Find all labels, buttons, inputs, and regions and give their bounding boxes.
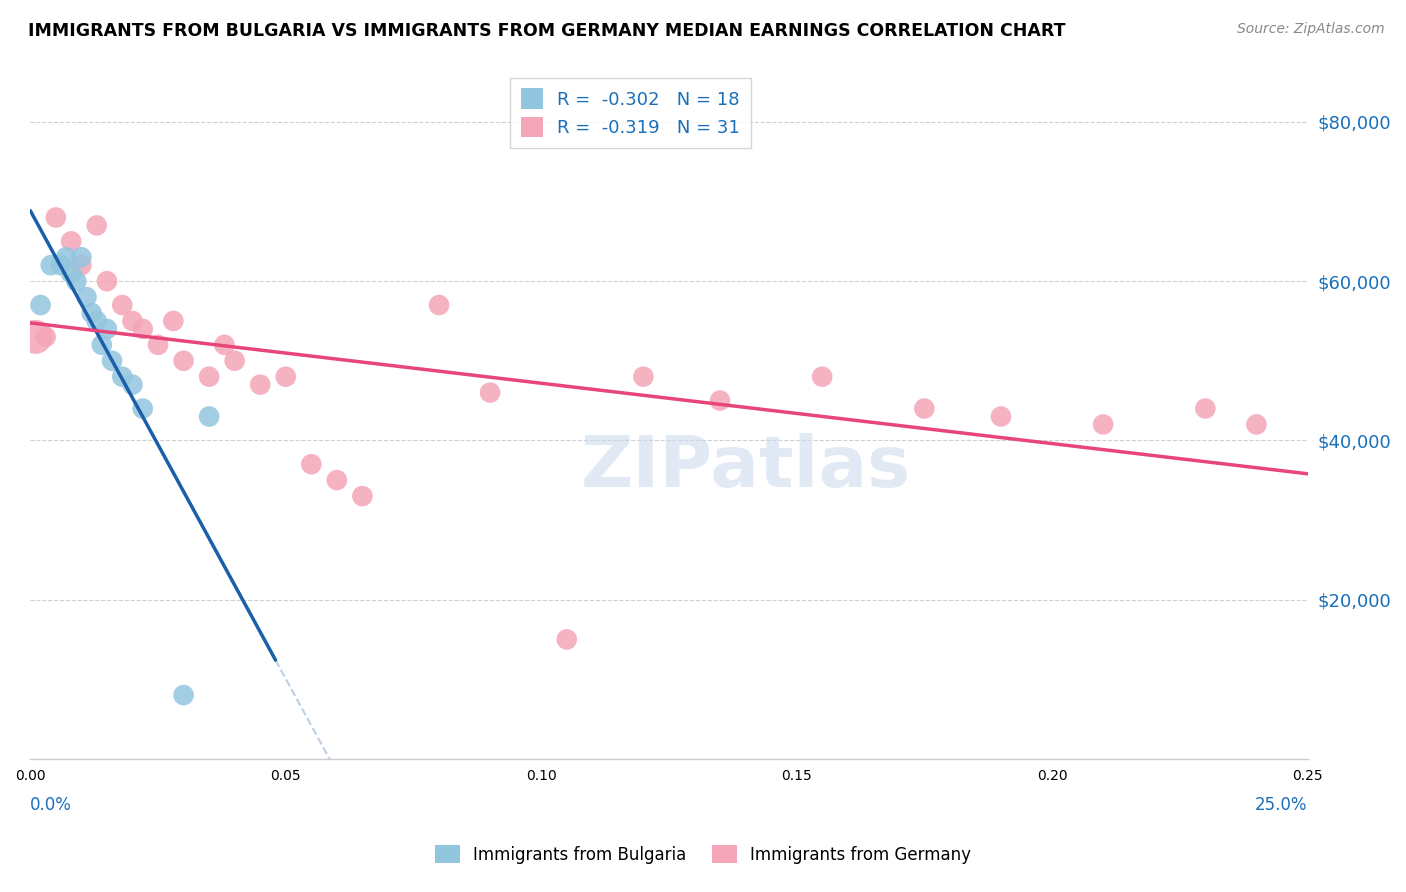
Text: IMMIGRANTS FROM BULGARIA VS IMMIGRANTS FROM GERMANY MEDIAN EARNINGS CORRELATION : IMMIGRANTS FROM BULGARIA VS IMMIGRANTS F… [28, 22, 1066, 40]
Point [198, 369, 221, 384]
Point [162, 314, 184, 328]
Point [60, 266, 83, 280]
Text: 25.0%: 25.0% [1256, 796, 1308, 814]
Point [173, 688, 195, 702]
Point [990, 409, 1012, 424]
Point [131, 401, 153, 416]
Point [427, 298, 450, 312]
Point [96, 322, 118, 336]
Point [86, 219, 108, 233]
Text: 0.0%: 0.0% [31, 796, 72, 814]
Point [121, 314, 143, 328]
Point [80, 306, 103, 320]
Point [60, 235, 83, 249]
Point [131, 322, 153, 336]
Point [111, 298, 134, 312]
Point [101, 353, 124, 368]
Point [249, 377, 271, 392]
Point [274, 369, 297, 384]
Point [70, 250, 93, 264]
Legend: R =  -0.302   N = 18, R =  -0.319   N = 31: R = -0.302 N = 18, R = -0.319 N = 31 [510, 78, 751, 148]
Point [70, 258, 93, 272]
Point [1246, 417, 1268, 432]
Point [90, 338, 112, 352]
Point [146, 338, 169, 352]
Point [34, 330, 56, 344]
Point [811, 369, 834, 384]
Legend: Immigrants from Bulgaria, Immigrants from Germany: Immigrants from Bulgaria, Immigrants fro… [429, 838, 977, 871]
Point [1194, 401, 1216, 416]
Point [24, 330, 46, 344]
Point [30, 298, 52, 312]
Point [299, 457, 322, 471]
Point [555, 632, 578, 647]
Point [65, 274, 87, 288]
Point [76, 290, 98, 304]
Point [45, 211, 67, 225]
Point [912, 401, 935, 416]
Point [214, 338, 236, 352]
Point [173, 353, 195, 368]
Point [55, 250, 77, 264]
Point [224, 353, 246, 368]
Point [39, 258, 62, 272]
Point [96, 274, 118, 288]
Point [49, 258, 72, 272]
Point [326, 473, 349, 487]
Point [479, 385, 502, 400]
Text: ZIPatlas: ZIPatlas [581, 434, 911, 502]
Point [709, 393, 731, 408]
Point [352, 489, 374, 503]
Point [633, 369, 655, 384]
Point [121, 377, 143, 392]
Point [86, 314, 108, 328]
Point [111, 369, 134, 384]
Point [1092, 417, 1115, 432]
Text: Source: ZipAtlas.com: Source: ZipAtlas.com [1237, 22, 1385, 37]
Point [198, 409, 221, 424]
